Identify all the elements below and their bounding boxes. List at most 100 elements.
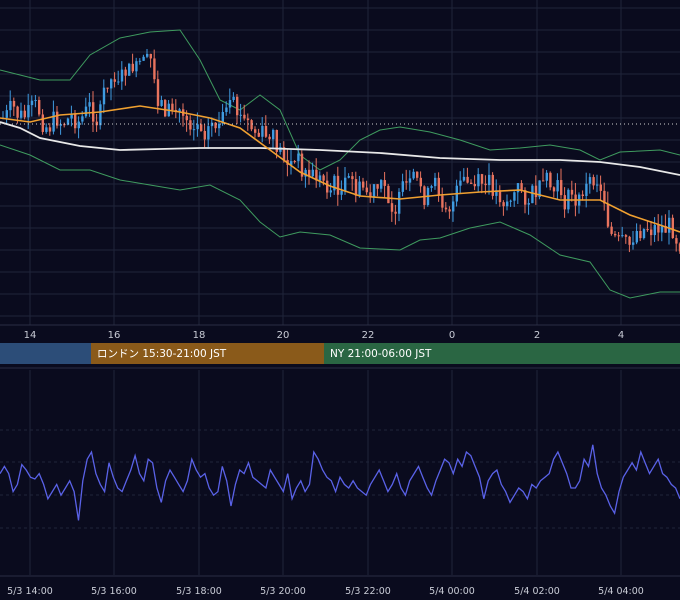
candle-body: [318, 175, 322, 181]
candle-body: [646, 229, 649, 231]
candle-body: [16, 106, 19, 118]
candle-body: [520, 183, 523, 191]
x-tick-label: 20: [277, 330, 290, 341]
candle-body: [156, 79, 160, 106]
candle-body: [110, 79, 113, 89]
candle-body: [66, 118, 70, 125]
candle-body: [243, 114, 246, 119]
candle-body: [588, 177, 592, 184]
candle-body: [308, 169, 311, 177]
candle-body: [95, 121, 98, 126]
candle-body: [228, 99, 232, 108]
candle-body: [671, 217, 674, 239]
candle-body: [347, 176, 350, 178]
candle-body: [261, 125, 264, 137]
candle-body: [315, 169, 318, 181]
candle-body: [120, 69, 124, 82]
candle-body: [185, 115, 188, 121]
candle-body: [272, 129, 275, 140]
candle-body: [102, 87, 106, 105]
candle-body: [599, 184, 602, 191]
osc-x-tick-label: 5/3 18:00: [176, 586, 222, 597]
candle-body: [560, 180, 563, 196]
candle-body: [124, 69, 127, 76]
candle-body: [41, 114, 44, 132]
candle-body: [444, 207, 448, 210]
candle-body: [239, 114, 242, 116]
candle-body: [516, 183, 520, 193]
x-tick-label: 4: [618, 330, 624, 341]
candle-body: [538, 180, 541, 198]
bollinger-bands: [0, 29, 680, 299]
candle-body: [5, 110, 8, 118]
session-tokyo: [0, 343, 91, 364]
candle-body: [513, 192, 516, 201]
candle-body: [394, 211, 397, 214]
candle-body: [106, 87, 109, 89]
candle-body: [484, 183, 487, 186]
candle-body: [218, 123, 221, 129]
session-london: [91, 343, 324, 364]
candle-body: [268, 136, 271, 140]
candle-body: [232, 96, 235, 100]
candle-body: [214, 122, 217, 129]
candle-body: [333, 175, 336, 191]
candle-body: [236, 96, 239, 116]
osc-x-tick-label: 5/4 04:00: [598, 586, 644, 597]
candle-body: [542, 180, 545, 182]
moving-averages: [0, 105, 680, 233]
candle-body: [563, 195, 566, 210]
candle-body: [128, 63, 131, 76]
candle-body: [632, 242, 635, 245]
candle-body: [419, 177, 422, 187]
candle-body: [398, 191, 401, 214]
candle-body: [610, 226, 613, 234]
grid: [0, 0, 680, 325]
candle-body: [99, 104, 102, 126]
candle-body: [675, 238, 678, 244]
candle-body: [30, 100, 34, 106]
candle-body: [441, 195, 444, 208]
ma-short-line: [0, 105, 680, 233]
candle-body: [142, 56, 145, 61]
candle-body: [380, 180, 383, 189]
candle-body: [617, 235, 620, 237]
main-x-axis: 14 16 18 20 22 0 2 4: [0, 324, 680, 341]
candle-body: [225, 107, 228, 113]
candle-body: [52, 111, 55, 132]
candle-body: [621, 235, 624, 237]
candle-body: [650, 229, 653, 236]
candle-body: [282, 147, 286, 160]
candle-body: [369, 192, 372, 197]
candle-body: [336, 175, 340, 195]
candle-body: [531, 185, 534, 204]
candle-body: [372, 184, 376, 197]
candle-body: [549, 172, 552, 188]
candle-body: [642, 229, 646, 239]
candle-body: [340, 190, 343, 195]
candle-body: [9, 100, 12, 111]
candle-body: [63, 124, 66, 126]
candle-body: [430, 186, 433, 188]
candle-body: [246, 118, 250, 121]
osc-x-tick-label: 5/3 20:00: [260, 586, 306, 597]
candle-body: [362, 181, 365, 188]
candle-body: [358, 181, 361, 196]
candle-body: [293, 161, 296, 163]
osc-x-tick-label: 5/4 00:00: [429, 586, 475, 597]
session-ny: [324, 343, 680, 364]
candle-body: [412, 171, 415, 179]
candle-body: [34, 100, 37, 102]
x-tick-label: 22: [362, 330, 375, 341]
candle-body: [329, 190, 332, 193]
candle-body: [196, 124, 199, 130]
candle-body: [452, 201, 455, 212]
candle-body: [88, 102, 91, 107]
candle-body: [664, 226, 667, 233]
x-tick-label: 18: [193, 330, 206, 341]
candle-body: [178, 109, 181, 112]
candle-body: [149, 53, 152, 59]
oscillator-grid: [0, 367, 680, 577]
candle-body: [408, 178, 412, 183]
